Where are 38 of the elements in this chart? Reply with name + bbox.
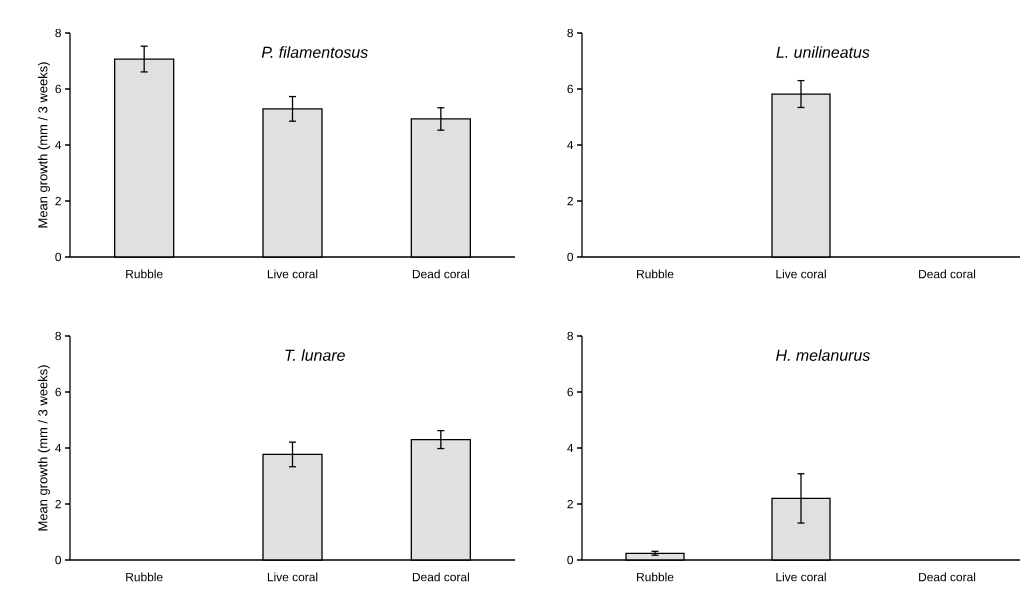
y-tick-label: 4 (55, 443, 62, 453)
x-tick-label: Live coral (776, 269, 826, 279)
y-tick-label: 2 (567, 499, 573, 509)
x-tick-label: Dead coral (919, 269, 976, 279)
y-tick-label: 6 (55, 387, 61, 397)
y-tick-label: 4 (567, 443, 574, 453)
y-tick-label: 0 (567, 252, 574, 262)
y-tick-label: 6 (567, 84, 573, 94)
y-tick-label: 8 (55, 28, 61, 38)
text: L. unilineatus (776, 46, 870, 58)
y-tick-label: 8 (55, 331, 61, 341)
y-tick-label: 4 (55, 140, 62, 150)
y-axis-title: Mean growth (mm / 3 weeks) (37, 365, 50, 531)
x-tick-label: Live coral (776, 572, 826, 582)
x-tick-label: Dead coral (412, 269, 469, 279)
y-tick-label: 2 (567, 196, 573, 206)
x-tick-label: Live coral (267, 269, 318, 279)
x-tick-label: Dead coral (919, 572, 976, 582)
x-tick-label: Live coral (267, 572, 318, 582)
text: T. lunare (285, 349, 345, 361)
x-tick-label: Rubble (637, 572, 674, 582)
x-tick-label: Rubble (126, 572, 163, 582)
x-tick-label: Rubble (126, 269, 163, 279)
y-tick-label: 4 (567, 140, 574, 150)
text: H. melanurus (776, 349, 870, 361)
x-tick-label: Rubble (637, 269, 674, 279)
text: P. filamentosus (261, 46, 368, 58)
x-tick-label: Dead coral (412, 572, 469, 582)
y-axis-title: Mean growth (mm / 3 weeks) (37, 62, 50, 228)
y-tick-label: 6 (55, 84, 61, 94)
y-tick-label: 0 (55, 555, 62, 565)
y-tick-label: 2 (55, 196, 61, 206)
y-tick-label: 0 (55, 252, 62, 262)
y-tick-label: 2 (55, 499, 61, 509)
y-tick-label: 8 (567, 331, 573, 341)
y-tick-label: 8 (567, 28, 573, 38)
y-tick-label: 6 (567, 387, 573, 397)
y-tick-label: 0 (567, 555, 574, 565)
